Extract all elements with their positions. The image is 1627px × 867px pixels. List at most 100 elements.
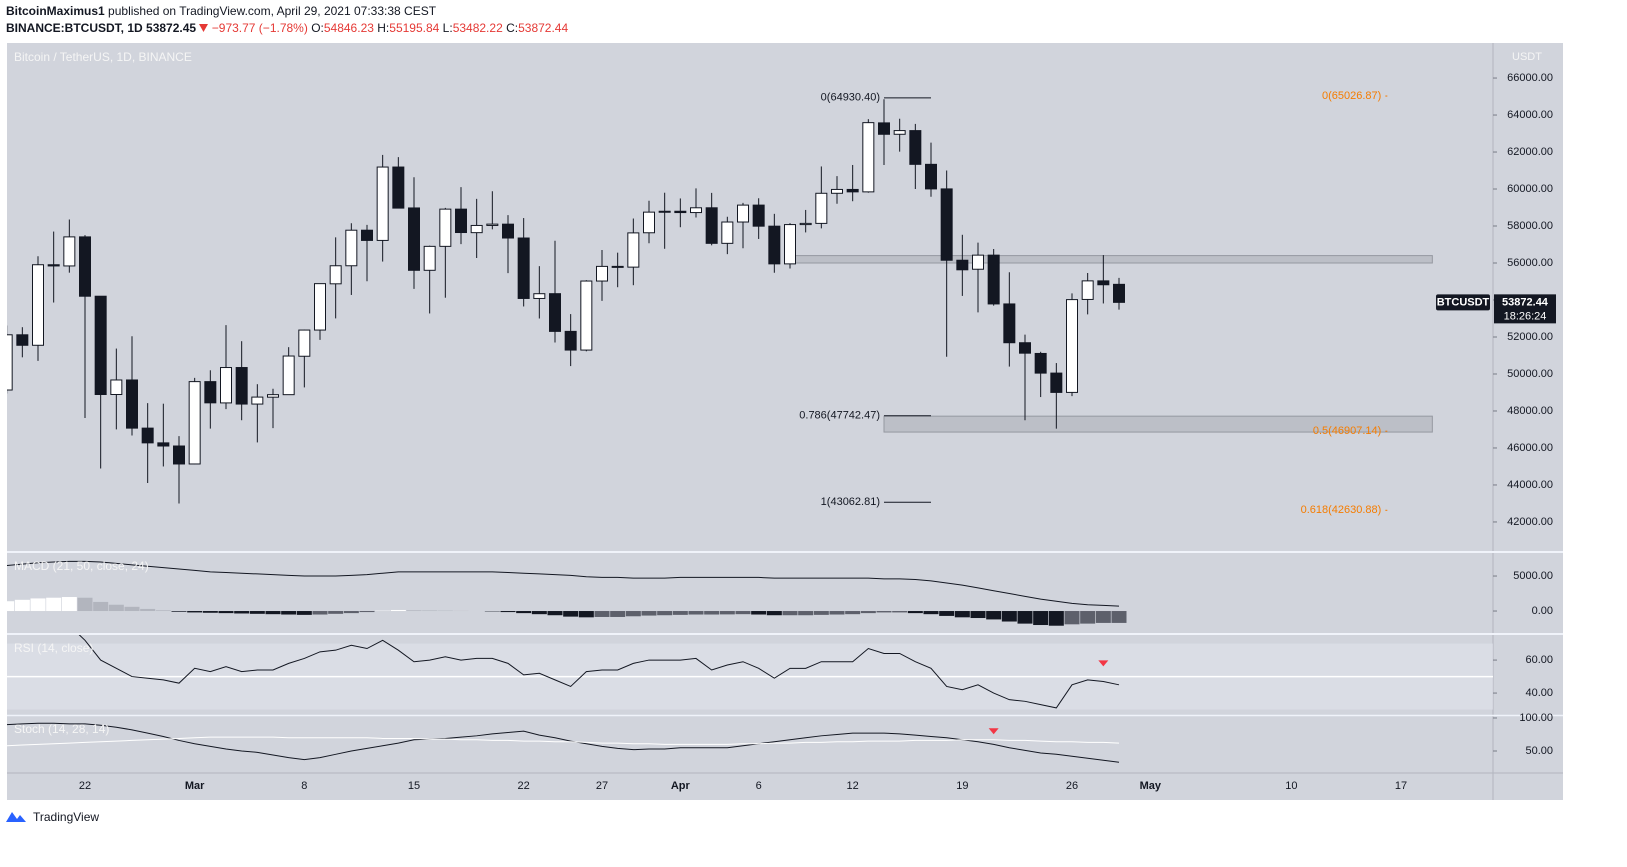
macd-histogram-bar: [625, 611, 641, 617]
macd-histogram-bar: [954, 611, 970, 618]
candle-body: [721, 221, 734, 244]
candle-body: [564, 330, 577, 351]
pane: [7, 560, 1127, 626]
macd-histogram-bar: [312, 611, 328, 615]
macd-histogram-bar: [1095, 611, 1111, 623]
candle-body: [267, 394, 279, 398]
macd-histogram-bar: [30, 598, 46, 612]
macd-histogram-bar: [751, 611, 767, 615]
macd-histogram-bar: [1017, 611, 1033, 624]
y-tick-label: 50.00: [1525, 745, 1553, 757]
candle-body: [799, 222, 812, 226]
candle-body: [173, 445, 185, 465]
candle-body: [110, 379, 123, 395]
y-tick-label: 5000.00: [1513, 570, 1553, 582]
candle-body: [126, 379, 138, 429]
macd-histogram-bar: [108, 604, 124, 612]
candle-body: [235, 367, 248, 405]
candle-body: [737, 204, 749, 223]
fib-label: 0.618(42630.88): [1301, 504, 1382, 516]
candle-body: [204, 381, 217, 404]
candle-body: [1050, 372, 1063, 393]
candle-body: [940, 188, 953, 261]
macd-histogram-bar: [563, 611, 579, 617]
y-tick-label: 64000.00: [1507, 109, 1553, 121]
x-tick-label: 8: [301, 780, 307, 792]
macd-histogram-bar: [140, 608, 156, 612]
macd-histogram-bar: [594, 611, 610, 617]
ohlc-key: C:: [506, 21, 519, 35]
candle-body: [7, 334, 13, 391]
footer-logo: [6, 812, 26, 822]
candle-body: [79, 236, 91, 297]
stoch-line: [7, 736, 1120, 747]
macd-histogram-bar: [860, 611, 876, 614]
candle-body: [815, 192, 828, 224]
macd-histogram-bar: [296, 611, 312, 615]
macd-histogram-bar: [343, 611, 359, 614]
macd-histogram-bar: [234, 611, 250, 614]
macd-histogram-bar: [610, 611, 626, 617]
ohlc-key: L:: [442, 21, 453, 35]
y-tick-label: 50000.00: [1507, 368, 1553, 380]
candle-body: [909, 130, 922, 165]
candle-body: [1113, 283, 1125, 303]
ohlc-key: O:: [311, 21, 324, 35]
candle-body: [784, 224, 796, 265]
y-tick-label: 60000.00: [1507, 183, 1553, 195]
macd-histogram-bar: [907, 611, 923, 614]
candle-body: [298, 329, 311, 357]
x-tick-label: 26: [1066, 780, 1078, 792]
macd-histogram-bar: [500, 611, 516, 613]
x-tick-label: 19: [956, 780, 968, 792]
candle-body: [705, 207, 718, 244]
y-tick-label: 42000.00: [1507, 516, 1553, 528]
fib-label: 0.786(47742.47): [799, 410, 880, 422]
candle-body: [94, 295, 107, 395]
macd-histogram-bar: [124, 606, 140, 612]
macd-histogram-bar: [516, 611, 532, 614]
macd-histogram-bar: [422, 610, 438, 612]
macd-histogram-bar: [704, 611, 720, 615]
y-axis-label: USDT: [1512, 51, 1542, 63]
macd-histogram-bar: [1001, 611, 1017, 622]
signal-marker: [988, 728, 999, 735]
pane: [7, 722, 1120, 763]
macd-histogram-bar: [531, 611, 547, 615]
macd-histogram-bar: [61, 597, 77, 612]
publish-info: published on TradingView.com, April 29, …: [108, 4, 437, 18]
pane-title: MACD (21, 50, close, 24): [14, 559, 149, 573]
pane-title: Stoch (14, 28, 14): [14, 722, 109, 736]
macd-histogram-bar: [578, 611, 594, 618]
y-tick-label: 46000.00: [1507, 442, 1553, 454]
candle-body: [47, 264, 60, 267]
candle-body: [549, 293, 561, 332]
y-tick-label: 66000.00: [1507, 72, 1553, 84]
x-tick-label: 10: [1285, 780, 1297, 792]
x-tick-label: Apr: [671, 780, 691, 792]
candle-body: [220, 367, 232, 404]
down-arrow: [199, 24, 209, 32]
symbol: BINANCE:BTCUSDT, 1D: [6, 21, 143, 35]
candle-body: [141, 427, 154, 444]
x-tick-label: 6: [756, 780, 762, 792]
macd-histogram-bar: [766, 611, 782, 616]
candle-body: [470, 224, 483, 234]
macd-histogram-bar: [876, 611, 892, 613]
macd-histogram-bar: [986, 611, 1002, 620]
candle-body: [862, 122, 875, 193]
y-tick-label: 44000.00: [1507, 479, 1553, 491]
macd-histogram-bar: [892, 611, 908, 613]
macd-histogram-bar: [93, 601, 109, 612]
candle-body: [376, 166, 389, 241]
candle-body: [455, 208, 467, 234]
x-tick-label: 12: [847, 780, 859, 792]
candle-body: [987, 254, 1000, 305]
candle-body: [63, 236, 76, 267]
macd-histogram-bar: [939, 611, 955, 616]
ohlc-value: 53872.44: [518, 21, 569, 35]
macd-histogram-bar: [249, 611, 265, 614]
fib-label: 1(43062.81): [821, 496, 880, 508]
macd-histogram-bar: [406, 610, 422, 612]
candle-body: [972, 254, 984, 270]
